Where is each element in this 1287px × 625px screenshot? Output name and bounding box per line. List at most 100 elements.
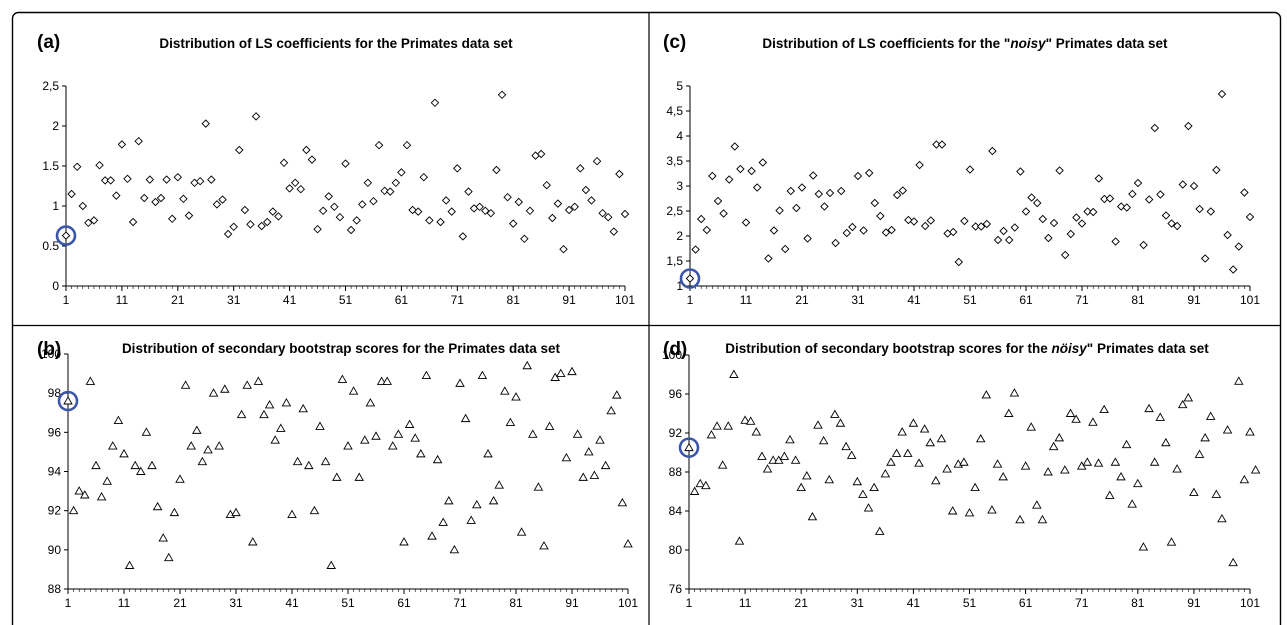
panel-a-point — [436, 217, 445, 227]
panel-b-point — [292, 456, 303, 466]
panel-c-point — [758, 158, 768, 167]
panel-b-point — [494, 480, 504, 489]
panel-c-point — [859, 226, 868, 235]
panel-c-point — [999, 226, 1008, 236]
panel-b-point — [500, 386, 510, 395]
panel-d-point — [751, 427, 762, 436]
panel-d-point — [818, 435, 829, 445]
panel-b-point — [220, 384, 230, 393]
panel-a-point — [61, 231, 71, 240]
panel-b-y-tick-label: 88 — [48, 582, 62, 596]
panel-a-point — [117, 140, 127, 149]
panel-d-point — [1250, 465, 1261, 474]
panel-b-point — [242, 380, 252, 389]
panel-d-point — [947, 506, 958, 515]
panel-c-point — [1105, 194, 1115, 203]
panel-c-point — [1217, 89, 1227, 99]
panel-c-point — [1004, 235, 1014, 245]
panel-b-point — [91, 460, 101, 470]
panel-d-x-tick-label: 1 — [686, 596, 693, 610]
panel-b-point — [371, 431, 381, 440]
panel-a-point — [542, 180, 551, 190]
panel-a-point — [425, 216, 434, 225]
panel-d-point — [992, 459, 1003, 468]
panel-c-point — [1038, 214, 1048, 224]
panel-b-point — [343, 441, 353, 450]
panel-c-point — [696, 214, 706, 224]
panel-a-point — [268, 207, 278, 216]
panel-b-point — [432, 454, 443, 464]
panel-c-point — [1088, 207, 1098, 217]
panel-d-point — [1161, 437, 1171, 447]
panel-a-point — [559, 244, 568, 254]
panel-a-point — [447, 207, 456, 216]
panel-b-point — [270, 435, 280, 444]
panel-b-highlight-circle — [57, 390, 79, 412]
panel-a-point — [603, 212, 613, 222]
panel-b-point — [192, 425, 202, 434]
panel-d-point — [897, 427, 907, 436]
panel-d-point — [919, 424, 930, 433]
panel-d-point — [1189, 487, 1199, 496]
panel-c-point — [876, 211, 885, 221]
panel-a-point — [212, 200, 222, 209]
panel-c-point — [1116, 202, 1126, 211]
panel-c-x-tick-label: 11 — [740, 293, 753, 307]
panel-a-highlight-circle — [55, 225, 77, 246]
panel-b-point — [438, 517, 448, 526]
panel-a-point — [363, 178, 373, 188]
panel-b-y-tick-label: 90 — [48, 543, 62, 557]
panel-d-point — [830, 409, 840, 418]
panel-b-point — [276, 423, 286, 432]
panel-b-point — [595, 435, 605, 444]
panel-c-point — [1150, 123, 1160, 133]
panel-d-point — [1048, 441, 1059, 451]
panel-d-point — [1166, 537, 1177, 546]
panel-c-point — [1083, 207, 1092, 216]
panel-c-point — [1223, 230, 1232, 240]
panel-c-x-tick-label: 101 — [1240, 293, 1260, 307]
panel-a-point — [514, 197, 524, 207]
panel-a-point — [464, 187, 473, 196]
panel-d-point — [931, 475, 941, 485]
panel-b-point — [164, 552, 174, 562]
panel-c-point — [1128, 189, 1137, 199]
panel-b-point — [606, 405, 616, 415]
panel-b-point — [152, 501, 163, 511]
panel-a-point — [167, 214, 177, 224]
panel-c-point — [960, 216, 969, 226]
panel-b-point — [477, 370, 488, 379]
panel-d-point — [807, 511, 818, 521]
panel-b-point — [455, 378, 465, 387]
panel-c-y-tick-label: 1,5 — [666, 254, 683, 268]
panel-b-y-tick-label: 94 — [48, 465, 62, 479]
panel-d-x-tick-label: 11 — [739, 596, 752, 610]
panel-c-point — [797, 183, 807, 192]
panel-a-point — [78, 201, 88, 211]
panel-a-point — [620, 209, 630, 219]
panel-c-point — [1111, 237, 1120, 246]
panel-d-point — [1222, 425, 1233, 434]
panel-c-x-tick-label: 81 — [1131, 293, 1145, 307]
panel-c-point — [1228, 265, 1238, 274]
panel-d-y-tick-label: 80 — [669, 543, 683, 557]
panel-a-point — [475, 202, 484, 212]
panel-b-point — [544, 421, 555, 430]
panel-d-point — [779, 451, 790, 460]
panel-c-point — [988, 146, 997, 156]
panel-b-y-tick-label: 92 — [48, 504, 62, 518]
panel-d-point — [1200, 432, 1210, 442]
panel-d-point — [1032, 500, 1042, 509]
panel-d-point — [981, 390, 992, 399]
panel-a-point — [128, 217, 138, 227]
panel-a-y-tick-label: 0.5 — [42, 239, 59, 253]
panel-b-x-tick-label: 51 — [341, 596, 355, 610]
panel-d-point — [1110, 457, 1121, 466]
panel-a-x-tick-label: 81 — [507, 293, 521, 307]
panel-c-title: Distribution of LS coefficients for the … — [762, 36, 1168, 51]
panel-d-point — [936, 433, 947, 443]
panel-d-highlight-circle — [678, 437, 700, 458]
panel-c-y-tick-label: 4 — [676, 129, 683, 143]
panel-b-point — [158, 533, 168, 542]
